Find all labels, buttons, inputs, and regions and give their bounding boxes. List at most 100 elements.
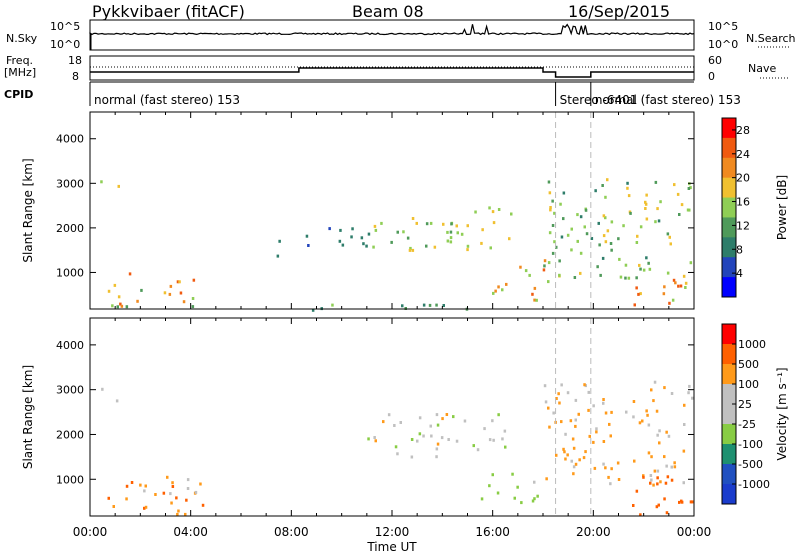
data-cell [555,397,558,400]
data-cell [668,235,671,239]
data-cell [558,401,561,405]
y-tick-label: 4000 [56,339,84,352]
data-cell [584,208,588,212]
velocity-colorbar-tick-label: -500 [738,458,763,471]
data-cell [107,289,111,293]
data-cell [578,458,581,462]
data-cell [610,248,613,252]
data-cell [670,465,673,469]
data-cell [446,239,450,243]
data-cell [390,240,393,244]
power-colorbar-frame [721,117,737,298]
data-cell [604,216,607,220]
y-tick-label: 4000 [56,133,84,146]
data-cell [583,383,586,387]
data-cell [435,413,439,417]
data-cell [564,432,567,436]
data-cell [570,459,573,463]
data-cell [639,513,642,517]
data-cell [646,413,649,417]
data-cell [655,505,659,509]
data-cell [510,212,513,216]
data-cell [552,411,555,415]
data-cell [599,273,602,277]
data-cell [543,384,547,388]
data-cell [341,243,345,247]
data-cell [551,251,555,255]
velocity-colorbar-tick-label: -100 [738,438,763,451]
data-cell [609,434,612,438]
data-cell [425,222,429,226]
data-cell [311,308,315,312]
data-cell [435,455,438,459]
data-cell [557,392,560,396]
data-cell [373,436,376,439]
data-cell [168,292,172,296]
data-cell [416,439,419,443]
data-cell [656,433,659,437]
data-cell [402,230,405,234]
data-cell [191,305,195,309]
data-cell [635,286,638,290]
nave-tick-high: 60 [708,54,722,67]
data-cell [633,459,636,463]
data-cell [648,267,652,271]
data-cell [178,280,181,284]
data-cell [144,505,148,509]
data-cell [445,413,449,416]
data-cell [583,225,586,229]
data-cell [656,469,660,473]
data-cell [572,446,576,450]
data-cell [374,439,377,443]
x-tick-label: 00:00 [677,525,712,539]
data-cell [670,392,674,395]
data-cell [642,474,645,478]
data-cell [415,221,418,225]
beam-label: Beam 08 [352,2,424,21]
data-cell [339,228,342,232]
data-cell [548,425,551,429]
data-cell [442,304,445,307]
data-cell [394,445,398,449]
data-cell [617,237,620,241]
data-cell [663,285,666,289]
data-cell [658,429,661,433]
x-axis-label: Time UT [366,540,417,554]
data-cell [650,478,653,482]
data-cell [476,448,480,452]
data-cell [455,224,458,228]
data-cell [328,227,331,231]
data-cell [665,430,668,434]
data-cell [598,243,601,247]
data-cell [338,239,342,243]
data-cell [666,475,670,479]
data-cell [450,222,453,226]
velocity-colorbar-swatch [722,364,736,385]
data-cell [609,482,612,486]
data-cell [625,410,628,414]
data-cell [691,396,694,400]
power-colorbar-tick-label: 24 [736,148,750,161]
data-cell [566,391,570,395]
data-cell [466,244,470,248]
power-colorbar-tick-label: 4 [736,267,743,280]
data-cell [645,193,648,197]
data-cell [647,451,651,455]
data-cell [671,298,675,302]
data-cell [624,263,628,267]
velocity-colorbar-tick-label: -1000 [738,478,770,491]
data-cell [576,239,579,243]
y-tick-label: 1000 [56,266,84,279]
data-cell [682,481,685,485]
data-cell [566,233,570,237]
y-axis-label: Slant Range [km] [21,365,35,469]
data-cell [387,413,391,417]
nave-tick-low: 0 [708,70,715,83]
data-cell [666,232,670,236]
data-cell [618,257,621,261]
data-cell [560,383,563,387]
data-cell [679,284,683,288]
data-cell [645,217,649,221]
data-cell [543,259,547,263]
data-cell [579,251,583,255]
